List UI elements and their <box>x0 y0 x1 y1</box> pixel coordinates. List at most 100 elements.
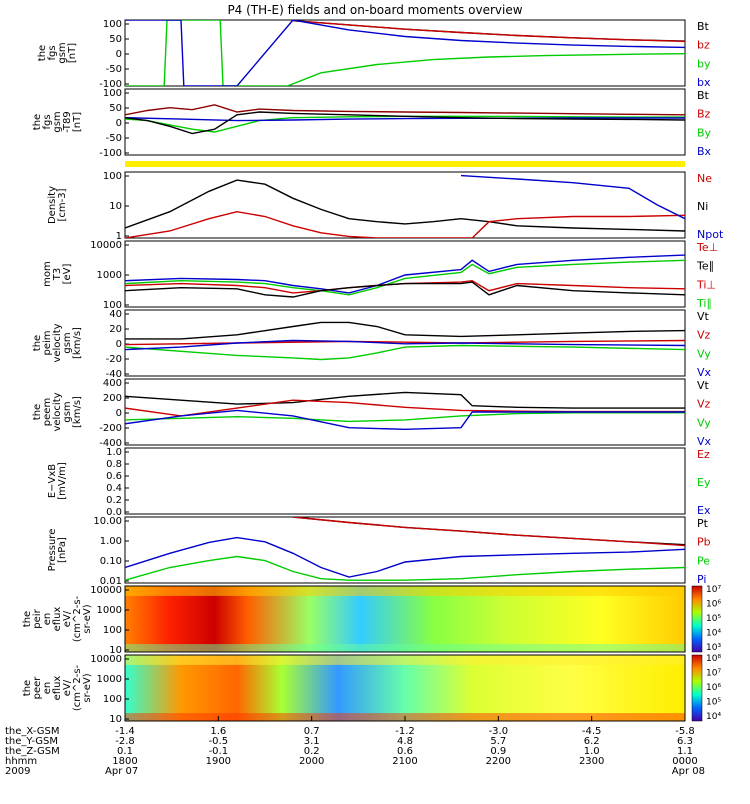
y-tick-label: -100 <box>99 79 122 90</box>
y-axis-label: eV/ <box>62 610 73 627</box>
y-tick-label: 0.4 <box>106 483 122 494</box>
legend-entry: Pi <box>697 573 706 586</box>
legend-entry: Bx <box>697 145 712 158</box>
y-tick-label: 100 <box>103 625 122 636</box>
x-axis-row-label: hhmm <box>5 756 37 767</box>
y-axis-label: [km/s] <box>72 327 83 359</box>
series-vz-line <box>125 339 685 346</box>
y-axis-label: gsm <box>57 42 68 63</box>
legend-entry: Ey <box>697 476 711 489</box>
y-axis-label: peem <box>42 398 53 426</box>
series-pt-line <box>292 517 685 546</box>
x-axis-row-label: the_Z-GSM <box>5 746 60 757</box>
legend-entry: Bz <box>697 108 711 121</box>
x-tick-label: -1.4 <box>115 726 135 737</box>
y-axis-label: the <box>37 45 48 61</box>
panel-frame <box>124 447 686 515</box>
y-axis-label: (cm^2-s- <box>72 664 83 711</box>
y-tick-label: 1.00 <box>100 536 122 547</box>
legend-entry: Pt <box>697 517 709 530</box>
legend-entry: Te∥ <box>696 260 714 273</box>
series-by-line <box>125 115 685 133</box>
colorbar <box>691 654 703 722</box>
x-tick-label: 0000 <box>672 756 697 767</box>
series-pi-line <box>125 536 685 578</box>
series-vt-line <box>125 321 685 340</box>
y-tick-label: 20 <box>109 324 122 335</box>
colorbar-label: 10⁸ <box>706 654 721 664</box>
x-tick-label: 6.2 <box>584 736 600 747</box>
plot-title: P4 (TH-E) fields and on-board moments ov… <box>227 3 522 17</box>
panel-2: 100 50 0 -50 -100 the fgs gsm -T89 [nT] Bt Bz By Bx <box>32 88 712 159</box>
y-axis-label: the <box>32 404 43 420</box>
legend-entry: Vy <box>697 347 711 360</box>
y-axis-label: gsm <box>62 332 73 353</box>
y-axis-label: [nT] <box>72 112 83 132</box>
x-tick-label: -5.8 <box>675 726 695 737</box>
panel-frame <box>124 240 686 308</box>
spectrogram-image <box>125 586 685 652</box>
y-axis-label: [nPa] <box>57 537 68 563</box>
x-tick-label: 0.9 <box>490 746 506 757</box>
panel-7: 1.00.80.60.40.20.0 E−VxB [mV/m] Ez Ey Ex <box>47 447 711 518</box>
quality-flag-bar <box>125 161 685 167</box>
y-axis-label: en <box>42 613 53 626</box>
panel-frame <box>124 585 686 653</box>
x-tick-label: 1.6 <box>210 726 226 737</box>
panel-5: 40 20 0 -20 -40 the peim velocity gsm [km/s] Vt Vz V… <box>32 309 712 380</box>
x-tick-label: 1900 <box>206 756 231 767</box>
legend-entry: bz <box>697 39 710 52</box>
legend-entry: Vx <box>697 435 712 448</box>
x-axis-row-label: the_Y-GSM <box>5 736 58 747</box>
x-tick-label: Apr 08 <box>672 766 705 777</box>
panel-4: 10000 1000 100 mom T3 [eV] Te⊥ Te∥ Ti⊥ Ti∥ <box>42 240 718 311</box>
x-tick-label: 0.6 <box>397 746 413 757</box>
x-tick-label: 1800 <box>112 756 137 767</box>
y-tick-label: 10 <box>109 645 122 656</box>
x-tick-label: 2100 <box>392 756 417 767</box>
series-bx-line <box>125 20 685 86</box>
x-axis-row-label: 2009 <box>5 766 30 777</box>
legend-entry: Vx <box>697 366 712 379</box>
legend-entry: Npot <box>697 228 724 241</box>
y-axis-label: eflux <box>52 607 63 632</box>
y-tick-label: 10 <box>109 201 122 212</box>
panel-9: 10⁷ 10⁶ 10⁵ 10⁴ 10³ 10000 1000 100 10 the peir en ef… <box>22 585 721 656</box>
legend-entry: Ti⊥ <box>696 278 716 291</box>
colorbar-label: 10⁶ <box>706 683 721 693</box>
time-axis: the_X-GSMthe_Y-GSMthe_Z-GSMhhmm2009-1.4-… <box>5 716 705 777</box>
y-tick-label: 10.00 <box>93 516 122 527</box>
y-axis-label: [km/s] <box>72 396 83 428</box>
y-axis-label: en <box>42 682 53 695</box>
y-tick-label: 10000 <box>90 654 122 665</box>
series-ne-line <box>125 210 685 238</box>
panel-1: 100 50 0 -50 -100 the fgs gsm [nT] Bt bz by bx <box>37 19 711 90</box>
y-axis-label: Pressure <box>47 529 58 572</box>
x-tick-label: 5.7 <box>490 736 506 747</box>
y-axis-label: eflux <box>52 676 63 701</box>
series-ti-line <box>125 259 685 296</box>
series-by-line <box>125 20 685 86</box>
series-pb-line <box>292 517 685 547</box>
y-tick-label: 100 <box>103 171 122 182</box>
colorbar-label: 10⁴ <box>706 629 721 639</box>
y-axis-label: velocity <box>52 392 63 431</box>
y-tick-label: 400 <box>103 378 122 389</box>
x-tick-label: Apr 07 <box>105 766 138 777</box>
y-axis-label: [eV] <box>62 264 73 285</box>
y-tick-label: 0.0 <box>106 507 122 518</box>
x-tick-label: 0.2 <box>304 746 320 757</box>
y-tick-label: 50 <box>109 103 122 114</box>
legend-entry: Vt <box>697 310 710 323</box>
x-tick-label: 2300 <box>579 756 604 767</box>
y-axis-label: (cm^2-s- <box>72 595 83 642</box>
series-pe-line <box>125 555 685 581</box>
colorbar <box>691 585 703 653</box>
y-axis-label: the <box>32 114 43 130</box>
series-bz-line <box>125 104 685 116</box>
x-tick-label: 1.1 <box>677 746 693 757</box>
y-axis-label: fgs <box>42 114 53 129</box>
x-tick-label: -0.1 <box>209 746 229 757</box>
y-axis-label: [cm-3] <box>57 188 68 221</box>
legend-entry: Vz <box>697 398 711 411</box>
